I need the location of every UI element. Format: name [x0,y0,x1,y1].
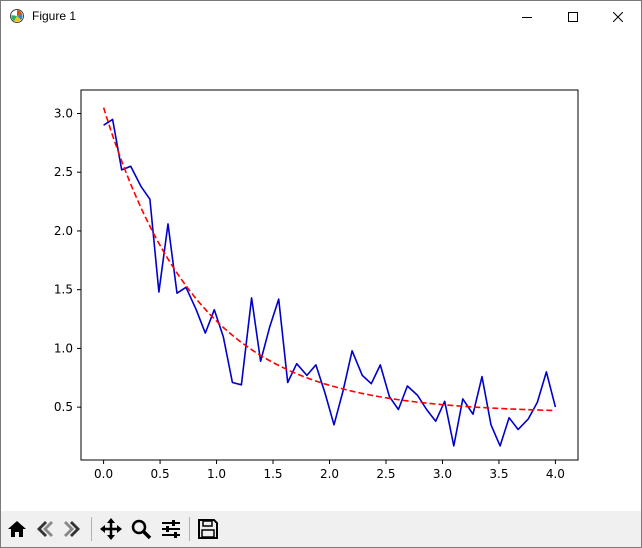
x-tick-label: 1.5 [263,467,282,481]
close-icon [613,11,623,22]
figure-canvas[interactable]: 0.0 0.5 1.0 1.5 2.0 2.5 3.0 3.5 4.0 0.5 1.0 1.5 2.0 2… [1,32,641,511]
navigation-toolbar [1,511,641,547]
configure-subplots-button[interactable] [158,516,184,542]
pan-button[interactable] [98,516,124,542]
matplotlib-logo-icon [10,9,24,23]
x-tick-label: 3.5 [489,467,508,481]
window-title: Figure 1 [32,9,77,23]
x-tick-label: 1.0 [207,467,226,481]
line-chart: 0.0 0.5 1.0 1.5 2.0 2.5 3.0 3.5 4.0 0.5 1.0 1.5 2.0 2… [54,89,579,481]
forward-button[interactable] [59,516,85,542]
y-tick-label: 2.0 [54,224,73,238]
x-tick-label: 0.5 [151,467,170,481]
x-tick-label: 2.0 [320,467,339,481]
save-icon [198,519,218,539]
fit-curve-line [102,107,556,412]
back-icon [37,521,53,537]
minimize-icon [522,16,532,18]
home-icon [8,521,26,537]
zoom-icon [131,519,152,540]
zoom-button[interactable] [128,516,154,542]
back-button[interactable] [32,516,58,542]
plot-frame [80,89,579,461]
x-tick-label: 4.0 [546,467,565,481]
maximize-button[interactable] [550,1,596,32]
title-bar[interactable]: Figure 1 [1,1,641,32]
toolbar-separator [91,517,92,541]
x-tick-label: 3.0 [433,467,452,481]
home-button[interactable] [4,516,30,542]
forward-icon [64,521,80,537]
x-tick-label: 2.5 [376,467,395,481]
y-tick-label: 3.0 [54,106,73,120]
close-button[interactable] [595,1,641,32]
pan-icon [100,518,122,540]
y-tick-label: 1.5 [54,283,73,297]
maximize-icon [568,11,578,22]
save-button[interactable] [195,516,221,542]
y-tick-label: 2.5 [54,165,73,179]
y-tick-label: 1.0 [54,341,73,355]
toolbar-separator [189,517,190,541]
data-series-line [103,118,557,447]
x-tick-label: 0.0 [94,467,113,481]
y-tick-label: 0.5 [54,400,73,414]
minimize-button[interactable] [504,1,550,32]
configure-subplots-icon [162,520,180,538]
